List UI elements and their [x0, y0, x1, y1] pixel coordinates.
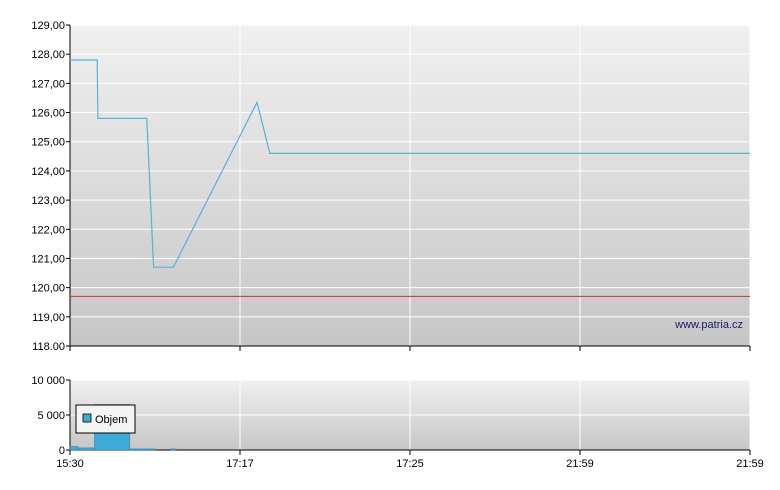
volume-ytick-label: 0: [59, 445, 65, 457]
volume-legend: Objem: [75, 404, 136, 434]
volume-ytick-label: 10 000: [31, 375, 65, 387]
price-ytick-label: 124,00: [31, 166, 65, 178]
price-ytick-label: 120,00: [31, 283, 65, 295]
price-panel: 118.00 119,00 120,00 121,00 122,00 123,00 124,…: [31, 20, 751, 353]
price-ytick-label: 126,00: [31, 108, 65, 120]
volume-xtick-label: 17:25: [396, 458, 424, 470]
legend-swatch: [82, 413, 92, 423]
volume-xtick-label: 21:59: [736, 458, 764, 470]
volume-bar: [129, 448, 156, 451]
volume-xtick-label: 21:59: [566, 458, 594, 470]
price-ytick-label: 128,00: [31, 49, 65, 61]
price-ytick-label: 121,00: [31, 253, 65, 265]
legend-label: Objem: [95, 414, 127, 426]
volume-panel: 0 5 000 10 000 15:30 17:17 17:25 21:59 21:59 Obj…: [31, 375, 763, 470]
price-ytick-label: 122,00: [31, 224, 65, 236]
price-ytick-label: 118.00: [32, 341, 65, 353]
price-ytick-label: 129,00: [31, 20, 65, 32]
volume-bar: [170, 448, 177, 451]
price-series-line: [70, 59, 750, 268]
watermark: www.patria.cz: [674, 319, 743, 331]
volume-bar: [69, 446, 79, 451]
price-ytick-label: 119,00: [32, 312, 65, 324]
volume-xtick-label: 15:30: [56, 458, 84, 470]
volume-bar: [77, 447, 95, 451]
volume-ytick-label: 5 000: [37, 410, 65, 422]
price-ytick-label: 125,00: [31, 137, 65, 149]
volume-xtick-label: 17:17: [226, 458, 254, 470]
price-ytick-label: 123,00: [31, 195, 65, 207]
price-ytick-label: 127,00: [31, 78, 65, 90]
